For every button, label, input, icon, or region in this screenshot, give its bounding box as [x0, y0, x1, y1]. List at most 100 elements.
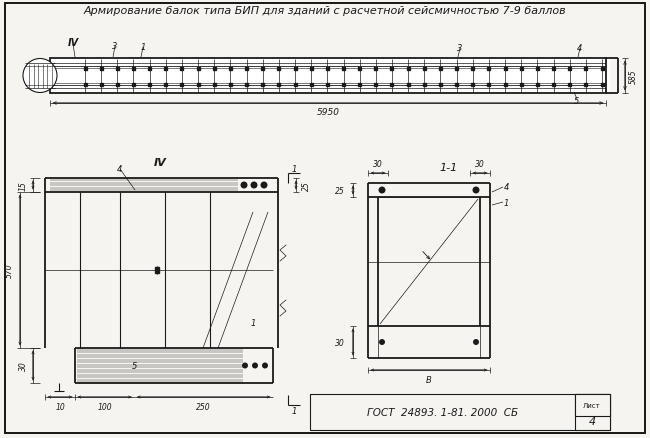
Circle shape: [473, 339, 479, 345]
Bar: [601, 67, 603, 71]
Bar: [407, 67, 410, 71]
Text: 570: 570: [5, 263, 14, 278]
Bar: [83, 84, 86, 87]
Bar: [552, 67, 555, 71]
Bar: [196, 67, 200, 71]
Circle shape: [250, 182, 257, 189]
Text: IV: IV: [153, 158, 166, 168]
Bar: [504, 67, 506, 71]
Bar: [278, 67, 280, 71]
Bar: [148, 67, 151, 71]
Circle shape: [379, 339, 385, 345]
Bar: [471, 67, 474, 71]
Bar: [391, 67, 393, 71]
Bar: [439, 84, 442, 87]
Text: 30: 30: [475, 159, 485, 169]
Bar: [213, 84, 216, 87]
Text: 30: 30: [18, 361, 27, 371]
Text: 10: 10: [55, 402, 65, 411]
Bar: [310, 394, 610, 430]
Text: Армирование балок типа БИП для зданий с расчетной сейсмичностью 7-9 баллов: Армирование балок типа БИП для зданий с …: [84, 6, 566, 16]
Text: 100: 100: [98, 402, 112, 411]
Text: 1-1: 1-1: [440, 162, 458, 173]
Text: 250: 250: [196, 402, 211, 411]
Bar: [439, 67, 442, 71]
Bar: [471, 84, 474, 87]
Text: 3: 3: [458, 43, 463, 53]
Circle shape: [261, 182, 268, 189]
Bar: [326, 84, 329, 87]
Bar: [455, 84, 458, 87]
Bar: [181, 84, 183, 87]
Text: 5: 5: [133, 361, 138, 370]
Bar: [245, 84, 248, 87]
Text: 4: 4: [577, 43, 582, 53]
Bar: [50, 59, 610, 94]
Bar: [326, 67, 329, 71]
Text: 1: 1: [291, 406, 296, 416]
Bar: [342, 67, 345, 71]
Bar: [294, 84, 296, 87]
Bar: [536, 84, 539, 87]
Text: 25: 25: [335, 186, 345, 195]
Bar: [488, 67, 490, 71]
Bar: [584, 84, 588, 87]
Bar: [155, 267, 159, 273]
Bar: [358, 67, 361, 71]
Bar: [50, 59, 606, 94]
Text: IV: IV: [68, 38, 79, 48]
Text: ГОСТ  24893. 1-81. 2000  СБ: ГОСТ 24893. 1-81. 2000 СБ: [367, 407, 519, 417]
Bar: [294, 67, 296, 71]
Bar: [455, 67, 458, 71]
Text: Лист: Лист: [583, 402, 601, 408]
Text: 30: 30: [335, 338, 345, 347]
Bar: [504, 84, 506, 87]
Circle shape: [252, 363, 258, 369]
Bar: [229, 84, 232, 87]
Text: B: B: [426, 375, 432, 384]
Circle shape: [23, 60, 57, 93]
Text: 5950: 5950: [317, 108, 339, 117]
Circle shape: [262, 363, 268, 369]
Bar: [422, 84, 426, 87]
Bar: [601, 84, 603, 87]
Bar: [568, 67, 571, 71]
Bar: [552, 84, 555, 87]
Bar: [422, 67, 426, 71]
Bar: [520, 84, 523, 87]
Bar: [309, 67, 313, 71]
Bar: [374, 67, 377, 71]
Circle shape: [378, 187, 385, 194]
Bar: [278, 84, 280, 87]
Bar: [358, 84, 361, 87]
Bar: [407, 84, 410, 87]
Text: 4: 4: [588, 416, 595, 426]
Bar: [181, 67, 183, 71]
Bar: [261, 67, 264, 71]
Bar: [99, 84, 103, 87]
Bar: [575, 394, 610, 416]
Text: 1: 1: [140, 42, 146, 51]
Bar: [584, 67, 588, 71]
Bar: [536, 67, 539, 71]
Text: 1: 1: [291, 164, 296, 173]
Bar: [164, 84, 167, 87]
Bar: [488, 84, 490, 87]
Bar: [99, 67, 103, 71]
Bar: [261, 84, 264, 87]
Bar: [374, 84, 377, 87]
Bar: [196, 84, 200, 87]
Bar: [568, 84, 571, 87]
Text: 15: 15: [18, 181, 27, 191]
Text: 4: 4: [504, 183, 510, 192]
Text: 25: 25: [302, 181, 311, 191]
Bar: [213, 67, 216, 71]
Bar: [83, 67, 86, 71]
Bar: [245, 67, 248, 71]
Bar: [132, 67, 135, 71]
Bar: [229, 67, 232, 71]
Circle shape: [240, 182, 248, 189]
Bar: [342, 84, 345, 87]
Bar: [148, 84, 151, 87]
Text: 3: 3: [112, 42, 118, 50]
